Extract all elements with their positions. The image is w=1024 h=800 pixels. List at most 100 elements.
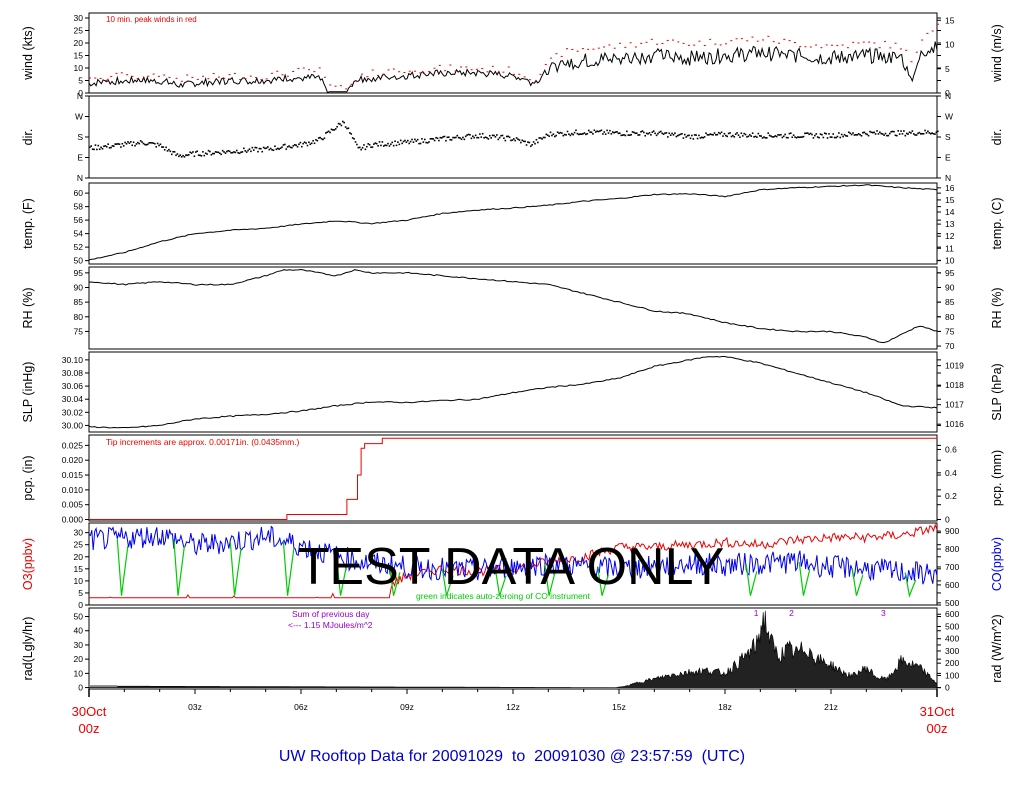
- direction-point: [419, 142, 422, 145]
- direction-point: [405, 141, 408, 144]
- direction-point: [346, 127, 348, 130]
- direction-point: [237, 152, 239, 154]
- precip-series-line: [89, 437, 937, 520]
- peak-wind-point: [270, 72, 273, 74]
- peak-wind-point: [550, 57, 553, 59]
- direction-point: [733, 136, 736, 138]
- direction-point: [676, 134, 679, 137]
- direction-point: [778, 134, 781, 136]
- direction-point: [908, 131, 911, 134]
- direction-point: [264, 147, 266, 150]
- peak-wind-point: [884, 41, 886, 43]
- x-tick-label: 12z: [506, 702, 520, 712]
- direction-point: [178, 155, 180, 158]
- direction-point: [411, 138, 413, 141]
- direction-point: [640, 131, 642, 133]
- direction-point: [380, 144, 382, 147]
- direction-point: [125, 142, 128, 145]
- direction-point: [373, 143, 375, 145]
- direction-point: [308, 141, 310, 144]
- direction-point: [276, 147, 279, 150]
- direction-point: [255, 146, 258, 149]
- peak-wind-point: [465, 66, 468, 68]
- direction-point: [443, 135, 446, 138]
- peak-wind-point: [136, 78, 139, 80]
- direction-point: [850, 133, 853, 136]
- peak-wind-point: [528, 79, 531, 81]
- direction-point: [572, 133, 574, 136]
- direction-point: [108, 147, 111, 149]
- direction-point: [467, 133, 470, 136]
- panel-slp: 30.00 30.02 30.04 30.06 30.08 30.10 1016 1017 10…: [21, 351, 1004, 433]
- direction-point: [159, 143, 162, 146]
- peak-wind-point: [513, 73, 515, 75]
- peak-wind-point: [709, 38, 712, 40]
- direction-point: [866, 133, 868, 136]
- direction-point: [440, 137, 443, 139]
- direction-point: [172, 150, 174, 153]
- peak-wind-point: [497, 72, 500, 74]
- peak-wind-point: [350, 83, 353, 85]
- y-tick-label: 0: [78, 88, 83, 98]
- direction-point: [832, 133, 835, 135]
- direction-point: [412, 141, 415, 143]
- direction-point: [96, 148, 98, 151]
- direction-point: [267, 146, 269, 148]
- y-tick-label: 30.08: [62, 368, 84, 378]
- peak-wind-point: [783, 38, 786, 40]
- y-tick-label-right: 300: [945, 646, 959, 656]
- direction-point: [828, 133, 830, 135]
- direction-point: [426, 142, 429, 144]
- peak-wind-point: [804, 46, 807, 48]
- direction-point: [114, 143, 117, 145]
- y-tick-label: 90: [74, 283, 84, 293]
- direction-point: [268, 148, 271, 151]
- direction-point: [182, 154, 184, 157]
- peak-wind-point: [937, 23, 939, 25]
- direction-point: [214, 151, 217, 153]
- direction-point: [647, 133, 649, 135]
- co-zeroing-segment: [441, 568, 454, 596]
- peak-wind-point: [104, 80, 107, 82]
- direction-point: [241, 151, 244, 153]
- y-tick-label-right: N: [945, 91, 951, 101]
- peak-wind-point: [323, 76, 326, 78]
- y-axis-label-right: RH (%): [990, 288, 1004, 329]
- direction-point: [504, 139, 507, 142]
- direction-point: [462, 136, 464, 139]
- y-tick-label-right: 75: [945, 326, 955, 336]
- direction-point: [619, 132, 621, 134]
- direction-point: [190, 152, 193, 154]
- peak-wind-point: [772, 41, 775, 43]
- y-tick-label-right: N: [945, 173, 951, 183]
- direction-point: [717, 131, 720, 134]
- direction-point: [546, 134, 549, 137]
- direction-point: [607, 132, 610, 134]
- direction-point: [743, 132, 745, 135]
- direction-point: [702, 136, 704, 139]
- direction-point: [822, 136, 825, 139]
- direction-point: [487, 138, 490, 140]
- peak-wind-point: [661, 43, 664, 45]
- direction-point: [298, 143, 300, 146]
- direction-point: [708, 134, 710, 136]
- direction-point: [542, 136, 545, 139]
- direction-point: [351, 137, 354, 139]
- y-tick-label: 20: [74, 38, 84, 48]
- direction-point: [833, 136, 836, 139]
- peak-wind-point: [560, 55, 563, 57]
- peak-wind-point: [106, 78, 109, 80]
- direction-point: [390, 143, 392, 146]
- direction-point: [812, 137, 815, 139]
- direction-point: [606, 129, 608, 132]
- direction-point: [459, 137, 461, 139]
- direction-point: [350, 133, 353, 135]
- direction-point: [436, 137, 439, 140]
- direction-point: [539, 137, 542, 139]
- direction-point: [221, 149, 224, 152]
- peak-wind-point: [339, 85, 342, 87]
- direction-point: [587, 129, 590, 132]
- direction-point: [323, 137, 326, 140]
- direction-point: [97, 144, 100, 147]
- direction-point: [490, 137, 492, 139]
